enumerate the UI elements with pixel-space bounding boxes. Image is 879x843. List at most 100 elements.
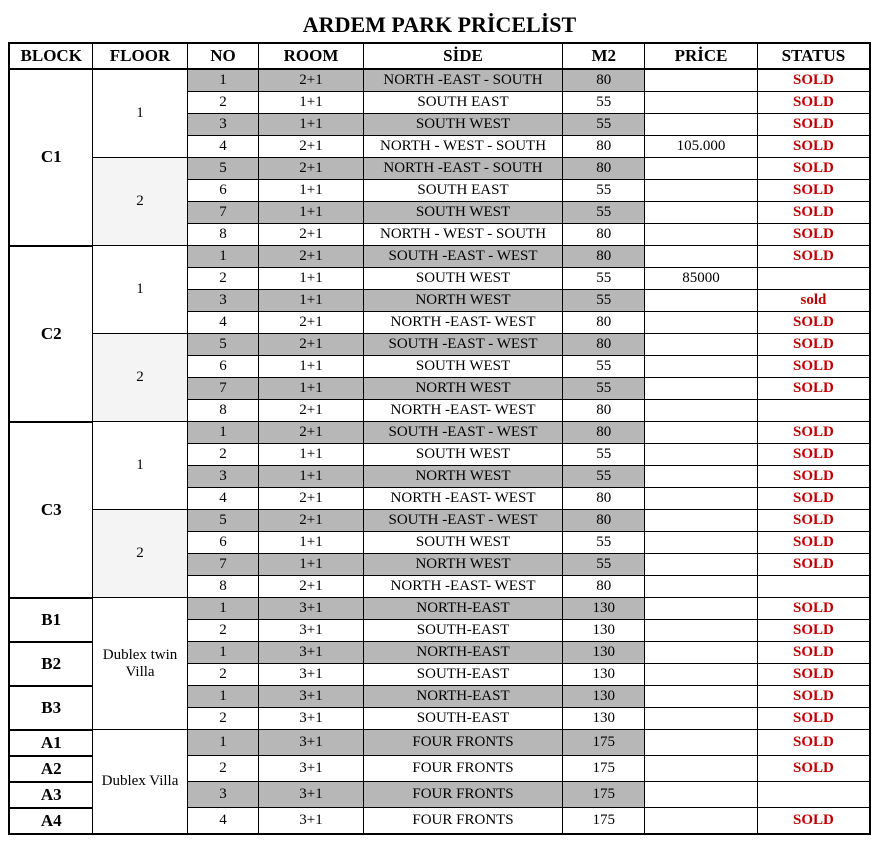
no-cell: 4 bbox=[187, 488, 259, 510]
side-cell: SOUTH -EAST - WEST bbox=[363, 510, 563, 532]
side-cell: NORTH WEST bbox=[363, 290, 563, 312]
status-cell: SOLD bbox=[757, 642, 870, 664]
no-cell: 1 bbox=[187, 246, 259, 268]
status-cell: SOLD bbox=[757, 532, 870, 554]
no-cell: 6 bbox=[187, 180, 259, 202]
no-cell: 1 bbox=[187, 642, 259, 664]
floor-cell: 1 bbox=[93, 246, 187, 334]
room-cell: 2+1 bbox=[259, 510, 363, 532]
m2-cell: 130 bbox=[563, 598, 645, 620]
status-cell: SOLD bbox=[757, 202, 870, 224]
m2-cell: 80 bbox=[563, 422, 645, 444]
side-cell: SOUTH WEST bbox=[363, 268, 563, 290]
no-cell: 5 bbox=[187, 334, 259, 356]
m2-cell: 80 bbox=[563, 510, 645, 532]
m2-cell: 80 bbox=[563, 224, 645, 246]
side-cell: NORTH -EAST - SOUTH bbox=[363, 158, 563, 180]
price-cell bbox=[645, 554, 758, 576]
room-cell: 1+1 bbox=[259, 92, 363, 114]
no-cell: 2 bbox=[187, 620, 259, 642]
price-cell bbox=[645, 158, 758, 180]
floor-cell: 2 bbox=[93, 334, 187, 422]
room-cell: 3+1 bbox=[259, 642, 363, 664]
m2-cell: 80 bbox=[563, 400, 645, 422]
table-row: 252+1SOUTH -EAST - WEST80SOLD bbox=[9, 334, 870, 356]
price-cell bbox=[645, 708, 758, 730]
side-cell: FOUR FRONTS bbox=[363, 756, 563, 782]
no-cell: 7 bbox=[187, 202, 259, 224]
m2-cell: 80 bbox=[563, 246, 645, 268]
block-cell: C1 bbox=[9, 69, 93, 246]
side-cell: NORTH - WEST - SOUTH bbox=[363, 136, 563, 158]
price-cell bbox=[645, 598, 758, 620]
status-cell bbox=[757, 400, 870, 422]
table-row: C3112+1SOUTH -EAST - WEST80SOLD bbox=[9, 422, 870, 444]
no-cell: 1 bbox=[187, 422, 259, 444]
price-cell bbox=[645, 334, 758, 356]
room-cell: 1+1 bbox=[259, 268, 363, 290]
page-title: ARDEM PARK PRİCELİST bbox=[8, 8, 871, 42]
room-cell: 2+1 bbox=[259, 246, 363, 268]
room-cell: 2+1 bbox=[259, 224, 363, 246]
room-cell: 3+1 bbox=[259, 782, 363, 808]
m2-cell: 55 bbox=[563, 202, 645, 224]
room-cell: 3+1 bbox=[259, 686, 363, 708]
side-cell: FOUR FRONTS bbox=[363, 808, 563, 834]
no-cell: 4 bbox=[187, 808, 259, 834]
no-cell: 5 bbox=[187, 510, 259, 532]
m2-cell: 55 bbox=[563, 466, 645, 488]
room-cell: 2+1 bbox=[259, 400, 363, 422]
no-cell: 6 bbox=[187, 356, 259, 378]
room-cell: 2+1 bbox=[259, 422, 363, 444]
room-cell: 1+1 bbox=[259, 378, 363, 400]
m2-cell: 80 bbox=[563, 488, 645, 510]
side-cell: NORTH WEST bbox=[363, 378, 563, 400]
price-cell bbox=[645, 444, 758, 466]
pricelist-table: BLOCK FLOOR NO ROOM SİDE M2 PRİCE STATUS… bbox=[8, 42, 871, 835]
price-cell: 85000 bbox=[645, 268, 758, 290]
col-block: BLOCK bbox=[9, 43, 93, 69]
block-cell: A1 bbox=[9, 730, 93, 756]
side-cell: SOUTH -EAST - WEST bbox=[363, 422, 563, 444]
m2-cell: 55 bbox=[563, 92, 645, 114]
status-cell: sold bbox=[757, 290, 870, 312]
status-cell: SOLD bbox=[757, 808, 870, 834]
no-cell: 2 bbox=[187, 92, 259, 114]
status-cell: SOLD bbox=[757, 620, 870, 642]
status-cell: SOLD bbox=[757, 422, 870, 444]
room-cell: 3+1 bbox=[259, 756, 363, 782]
room-cell: 2+1 bbox=[259, 576, 363, 598]
no-cell: 8 bbox=[187, 224, 259, 246]
no-cell: 2 bbox=[187, 268, 259, 290]
table-row: 252+1SOUTH -EAST - WEST80SOLD bbox=[9, 510, 870, 532]
status-cell: SOLD bbox=[757, 488, 870, 510]
block-cell: A2 bbox=[9, 756, 93, 782]
room-cell: 2+1 bbox=[259, 488, 363, 510]
no-cell: 1 bbox=[187, 69, 259, 92]
side-cell: SOUTH-EAST bbox=[363, 708, 563, 730]
block-cell: B3 bbox=[9, 686, 93, 730]
price-cell bbox=[645, 808, 758, 834]
m2-cell: 130 bbox=[563, 664, 645, 686]
price-cell bbox=[645, 576, 758, 598]
side-cell: NORTH -EAST- WEST bbox=[363, 576, 563, 598]
block-cell: C3 bbox=[9, 422, 93, 598]
block-cell: C2 bbox=[9, 246, 93, 422]
room-cell: 3+1 bbox=[259, 808, 363, 834]
status-cell: SOLD bbox=[757, 598, 870, 620]
status-cell: SOLD bbox=[757, 136, 870, 158]
floor-cell: 1 bbox=[93, 69, 187, 158]
status-cell bbox=[757, 268, 870, 290]
price-cell bbox=[645, 532, 758, 554]
side-cell: FOUR FRONTS bbox=[363, 782, 563, 808]
side-cell: NORTH-EAST bbox=[363, 642, 563, 664]
side-cell: SOUTH EAST bbox=[363, 92, 563, 114]
no-cell: 5 bbox=[187, 158, 259, 180]
no-cell: 2 bbox=[187, 664, 259, 686]
price-cell bbox=[645, 422, 758, 444]
floor-cell: 2 bbox=[93, 510, 187, 598]
room-cell: 2+1 bbox=[259, 312, 363, 334]
m2-cell: 55 bbox=[563, 444, 645, 466]
price-cell bbox=[645, 664, 758, 686]
status-cell: SOLD bbox=[757, 756, 870, 782]
